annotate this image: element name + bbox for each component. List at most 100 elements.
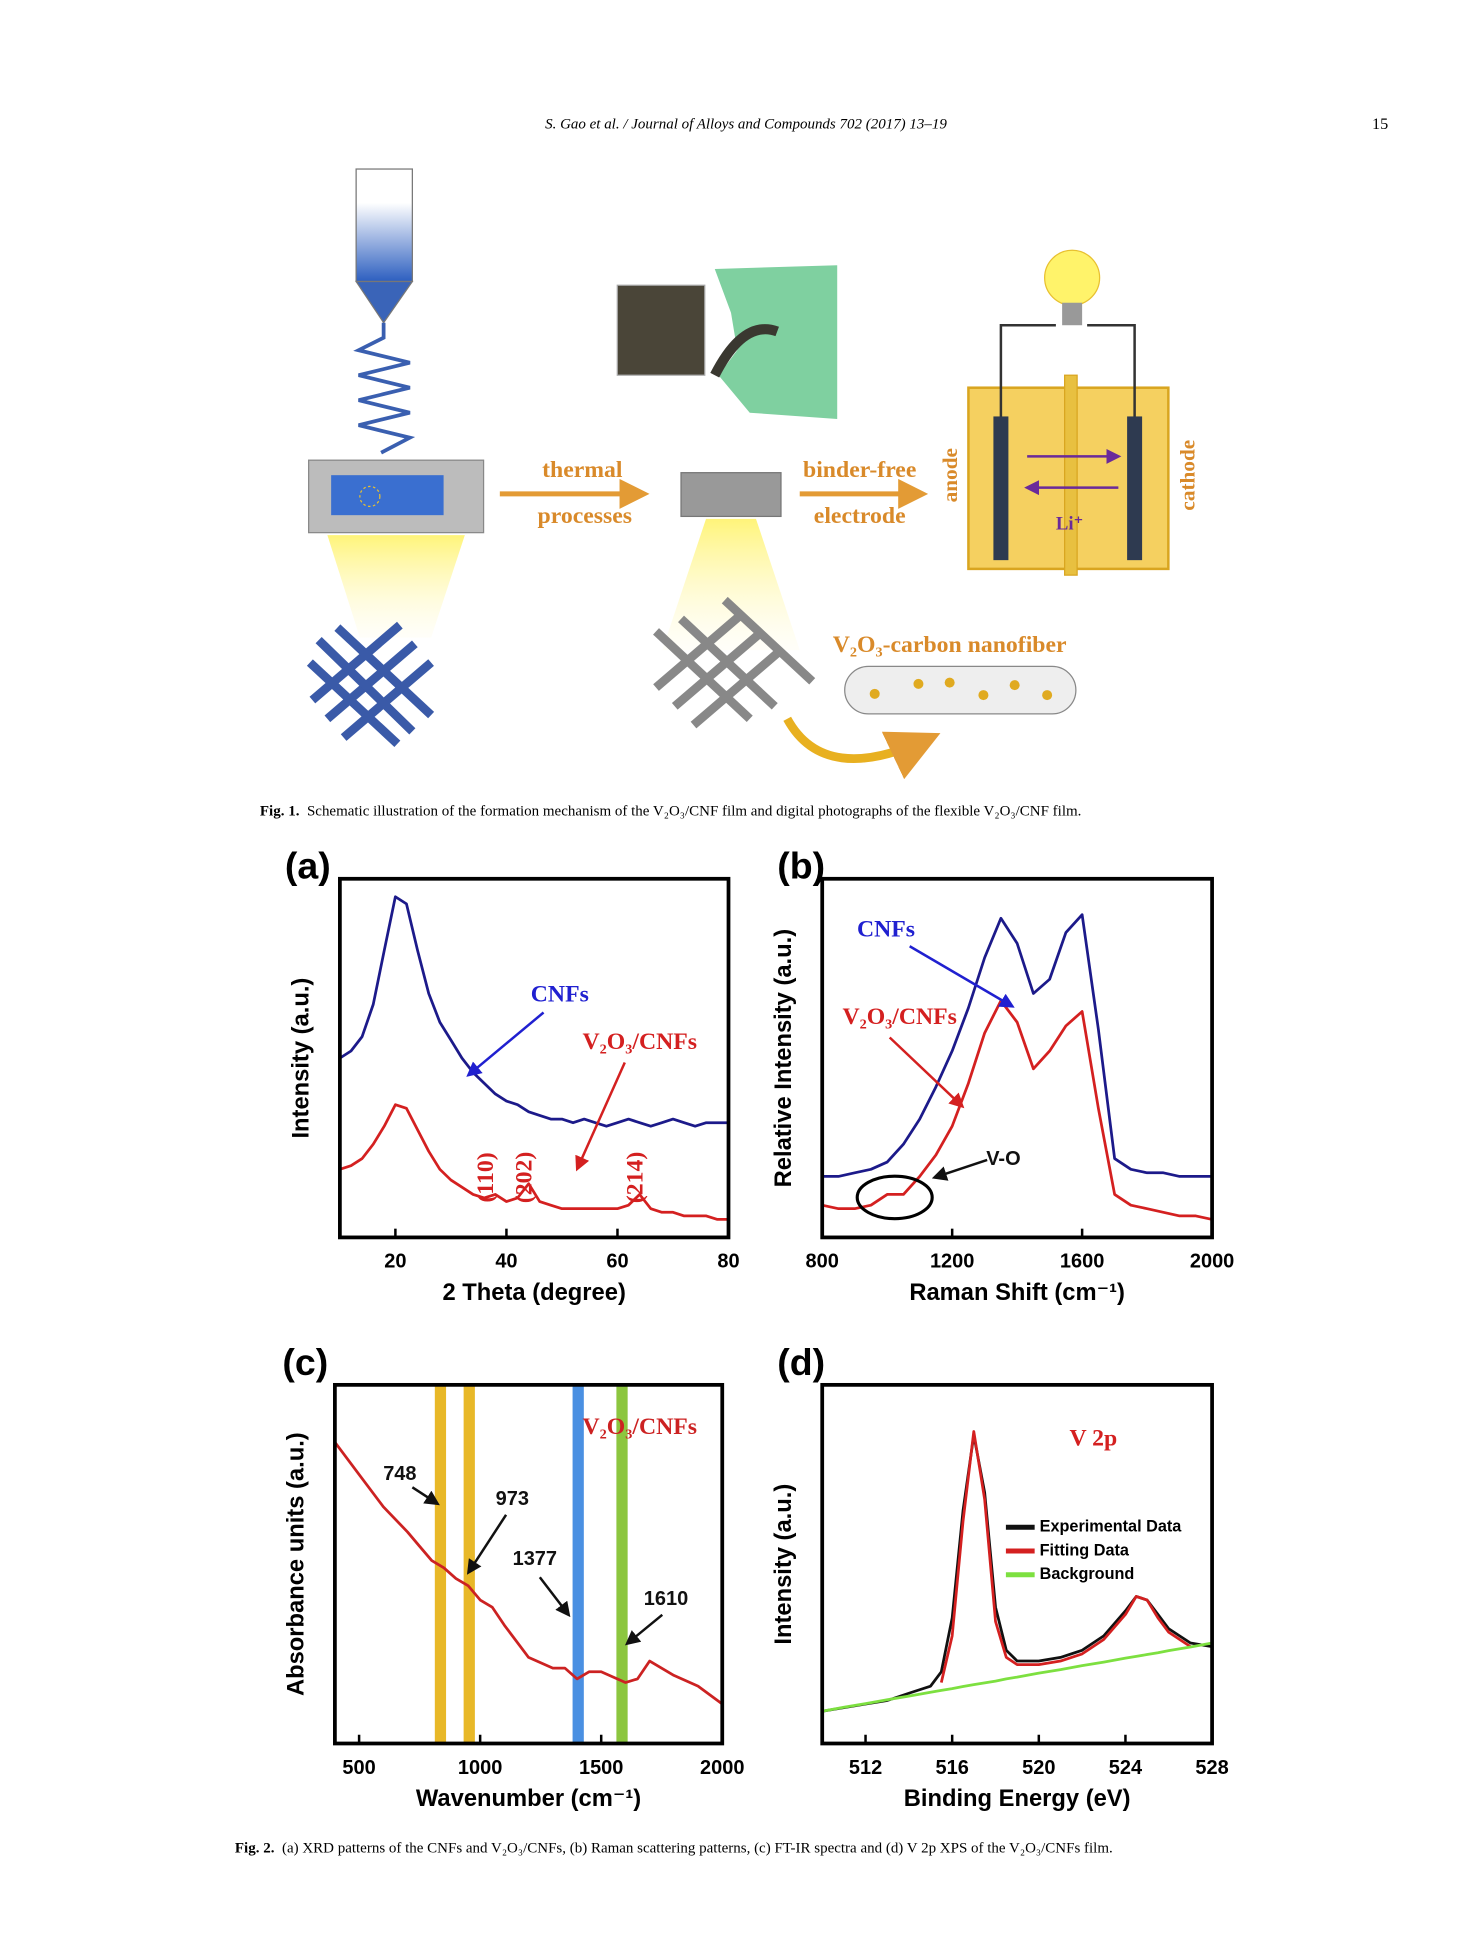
legend-label: Experimental Data	[1040, 1518, 1183, 1536]
annotation-arrow	[931, 1158, 988, 1181]
mesh	[306, 621, 435, 748]
film-sample	[680, 472, 782, 518]
annotation: CNFs	[857, 917, 915, 943]
annotation: (110)	[473, 1152, 499, 1202]
particles	[869, 677, 1053, 701]
series-line	[339, 895, 729, 1128]
caption-label: Fig. 2.	[235, 1841, 275, 1857]
caption-text: Schematic illustration of the formation …	[307, 804, 1081, 820]
plot-frame	[820, 876, 1214, 1240]
needle	[354, 280, 414, 324]
series-line	[822, 913, 1213, 1178]
x-tick-label: 528	[1195, 1757, 1228, 1779]
x-axis-label: Raman Shift (cm⁻¹)	[909, 1280, 1125, 1306]
y-axis-label: Intensity (a.u.)	[771, 1484, 797, 1645]
series-line	[333, 1441, 724, 1706]
panel-label: (a)	[285, 845, 331, 887]
photo-glove	[714, 265, 838, 419]
x-tick-label: 512	[849, 1757, 882, 1779]
light-cone	[662, 518, 800, 651]
annotation: (214)	[623, 1152, 649, 1203]
caption-text: (a) XRD patterns of the CNFs and V₂O₃/CN…	[282, 1841, 1113, 1857]
cathode-plate	[1127, 416, 1143, 561]
wire	[1087, 323, 1136, 417]
page-number: 15	[1372, 115, 1388, 133]
caption: Fig. 2. (a) XRD patterns of the CNFs and …	[235, 1841, 1113, 1857]
x-tick-label: 2000	[700, 1757, 744, 1779]
plot-frame	[820, 1382, 1214, 1746]
annotation-arrow	[624, 1613, 664, 1646]
panel-label: (c)	[282, 1341, 328, 1383]
annotation-arrow	[538, 1576, 571, 1618]
y-axis-label: Relative Intensity (a.u.)	[771, 929, 797, 1188]
annotation: V₂O₃/CNFs	[842, 1004, 956, 1030]
syringe	[355, 168, 413, 283]
running-title: S. Gao et al. / Journal of Alloys and Co…	[545, 117, 947, 133]
annotation: 748	[383, 1463, 416, 1485]
x-tick-label: 80	[717, 1251, 739, 1273]
bulb	[1044, 249, 1101, 306]
x-axis-label: Wavenumber (cm⁻¹)	[416, 1786, 641, 1812]
x-tick-label: 1200	[930, 1251, 974, 1273]
anode-plate	[993, 416, 1009, 561]
wire	[999, 323, 1056, 417]
photo-film	[710, 324, 779, 378]
separator	[1064, 374, 1078, 576]
x-tick-label: 1500	[579, 1757, 623, 1779]
x-tick-label: 520	[1022, 1757, 1055, 1779]
film	[331, 475, 444, 516]
legend-label: Fitting Data	[1040, 1541, 1130, 1559]
annotation-arrow	[575, 1061, 626, 1172]
annotation: CNFs	[531, 982, 589, 1008]
y-axis-label: Absorbance units (a.u.)	[284, 1432, 310, 1696]
caption-label: Fig. 1.	[260, 804, 300, 820]
label: binder-free	[803, 457, 916, 483]
nanofiber	[844, 665, 1077, 715]
x-tick-label: 1600	[1060, 1251, 1104, 1273]
x-tick-label: 20	[384, 1251, 406, 1273]
annotation-arrow	[909, 945, 1015, 1008]
annotation: V 2p	[1070, 1425, 1118, 1451]
label: Li⁺	[1056, 513, 1084, 534]
mesh	[653, 596, 816, 729]
x-tick-label: 60	[606, 1251, 628, 1273]
label: V₂O₃-carbon nanofiber	[833, 632, 1067, 658]
band	[572, 1384, 584, 1744]
photo	[616, 284, 706, 376]
x-axis-label: Binding Energy (eV)	[904, 1786, 1131, 1812]
legend-label: Background	[1040, 1565, 1135, 1583]
annotation-arrow	[411, 1486, 440, 1506]
marker	[359, 485, 381, 508]
x-axis-label: 2 Theta (degree)	[443, 1280, 626, 1306]
label: electrode	[814, 503, 906, 529]
label: anode	[938, 448, 962, 502]
annotation: V₂O₃/CNFs	[583, 1029, 697, 1055]
x-tick-label: 800	[806, 1251, 839, 1273]
light-cone	[327, 535, 465, 638]
annotation-arrow	[466, 1514, 508, 1575]
plot-frame	[338, 876, 731, 1240]
series-label: V₂O₃/CNFs	[583, 1414, 697, 1440]
x-tick-label: 40	[495, 1251, 517, 1273]
label: thermal	[542, 457, 623, 483]
figure-2: (a) 20 40 60 80 2 Theta (degree) Intensity (a.…	[282, 845, 1234, 1812]
y-axis-label: Intensity (a.u.)	[289, 978, 315, 1139]
panel-label: (d)	[777, 1341, 825, 1383]
label: cathode	[1175, 440, 1199, 511]
series-line	[821, 1641, 1213, 1713]
annotation: (202)	[512, 1152, 538, 1203]
schematic: thermal processes binder-free electrode …	[306, 168, 1199, 780]
highlight-ellipse	[855, 1174, 934, 1221]
caption: Fig. 1. Schematic illustration of the for…	[260, 804, 1081, 820]
series-line	[939, 1430, 1192, 1683]
x-tick-label: 1000	[458, 1757, 502, 1779]
annotation: V-O	[986, 1148, 1020, 1170]
band	[616, 1384, 628, 1744]
x-tick-label: 500	[342, 1757, 375, 1779]
series-line	[339, 1103, 729, 1221]
jet	[353, 322, 416, 455]
annotation-arrow	[888, 1036, 965, 1109]
annotation: 973	[496, 1488, 529, 1510]
